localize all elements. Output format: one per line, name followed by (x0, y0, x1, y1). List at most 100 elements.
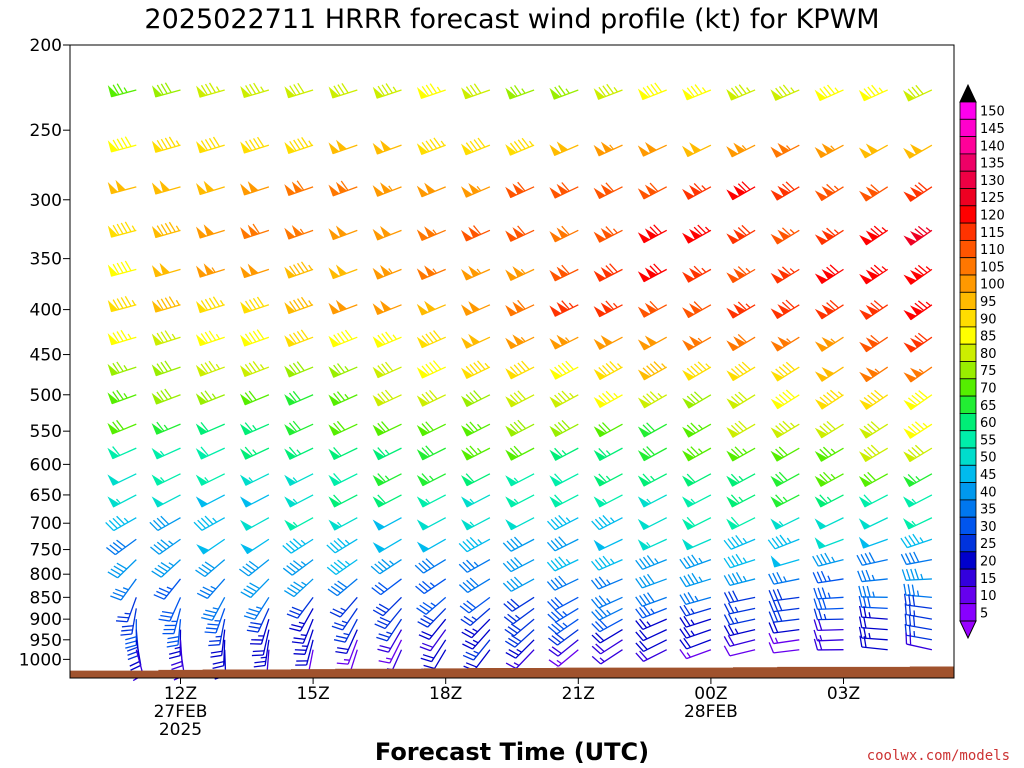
wind-barb (903, 444, 933, 463)
wind-barb (329, 596, 358, 618)
wind-barb (814, 420, 844, 439)
colorbar-label: 135 (980, 157, 1005, 172)
wind-barb (859, 264, 889, 285)
wind-barb (859, 334, 889, 353)
wind-barb (372, 83, 402, 99)
colorbar-swatch (959, 412, 977, 432)
chart-title: 2025022711 HRRR forecast wind profile (k… (144, 4, 879, 35)
wind-barb (240, 494, 270, 508)
wind-barb (682, 361, 712, 381)
wind-barb (593, 182, 623, 200)
wind-barb (726, 84, 756, 101)
y-tick-label: 200 (30, 36, 62, 56)
wind-barb (768, 599, 800, 613)
wind-barb (723, 645, 756, 657)
wind-barb (372, 331, 402, 348)
wind-barb (462, 639, 491, 661)
colorbar-swatch (959, 534, 977, 553)
colorbar-label: 145 (980, 122, 1005, 137)
wind-barb (372, 473, 402, 487)
wind-barb (416, 83, 446, 99)
wind-barb (328, 517, 358, 531)
y-tick-label: 800 (30, 565, 62, 585)
wind-barb (682, 446, 712, 462)
wind-barb (460, 225, 491, 242)
wind-barb (293, 629, 314, 655)
wind-barb (814, 143, 844, 159)
wind-barb (858, 595, 888, 610)
colorbar-swatch (959, 482, 977, 501)
wind-barb (372, 596, 402, 617)
wind-barb (151, 360, 181, 377)
wind-barb (726, 361, 756, 382)
wind-barb (328, 446, 358, 461)
wind-barb (196, 263, 225, 278)
wind-barb (151, 388, 181, 405)
wind-barb (283, 578, 314, 598)
wind-barb (505, 494, 535, 508)
wind-barb (326, 537, 358, 554)
wind-barb (549, 360, 579, 380)
wind-barb (549, 182, 579, 199)
wind-barb (770, 389, 800, 410)
wind-barb (637, 517, 667, 531)
wind-barb (900, 533, 933, 549)
x-tick-label: 27FEB (154, 702, 208, 722)
wind-barb (859, 184, 889, 202)
wind-barb (250, 618, 270, 645)
credit-text[interactable]: coolwx.com/models (867, 748, 1010, 764)
y-tick-label: 550 (30, 422, 62, 442)
wind-barb (858, 626, 888, 641)
wind-barb (195, 473, 225, 486)
wind-barb (813, 587, 844, 600)
wind-barb (858, 84, 888, 102)
wind-barb (505, 181, 535, 199)
wind-barb (505, 266, 535, 281)
ground-surface (70, 666, 954, 678)
wind-barb (505, 390, 535, 408)
wind-barb (151, 296, 181, 313)
wind-barb (505, 225, 535, 242)
wind-barb (547, 607, 579, 623)
y-tick-label: 400 (30, 301, 62, 321)
wind-barb (770, 420, 800, 439)
wind-barb (549, 264, 579, 282)
wind-barb (195, 421, 225, 436)
wind-barb (240, 181, 270, 196)
wind-barb (505, 299, 535, 317)
wind-barb (107, 83, 137, 98)
wind-barb (549, 390, 579, 408)
wind-barb (196, 224, 225, 239)
wind-barb (505, 517, 535, 531)
y-tick-label: 1000 (19, 650, 62, 670)
wind-barb (813, 608, 844, 621)
wind-barb (814, 84, 844, 102)
colorbar-over-arrow (959, 83, 977, 103)
wind-barb (726, 333, 756, 352)
wind-barb (416, 421, 446, 437)
wind-barb (814, 366, 844, 382)
x-tick-label: 21Z (562, 684, 595, 704)
wind-barb (416, 473, 446, 487)
y-tick-label: 750 (30, 541, 62, 561)
wind-barb (284, 361, 314, 378)
x-tick-label: 18Z (429, 684, 462, 704)
wind-barb (460, 421, 491, 437)
wind-barb (284, 390, 314, 406)
wind-barb (857, 569, 888, 583)
colorbar-swatch (959, 118, 977, 138)
wind-barb (768, 588, 800, 602)
wind-barb (549, 225, 579, 243)
wind-barb (460, 265, 491, 281)
wind-barb (723, 553, 756, 569)
wind-barb (858, 444, 889, 462)
wind-barb (195, 390, 225, 405)
wind-barb (593, 335, 623, 350)
wind-barb (768, 610, 800, 623)
wind-barb (858, 536, 888, 549)
x-tick-label: 12Z (164, 684, 197, 704)
wind-barb (859, 225, 889, 246)
wind-barb (814, 517, 844, 530)
wind-barb (129, 639, 142, 671)
wind-barb (239, 422, 270, 436)
